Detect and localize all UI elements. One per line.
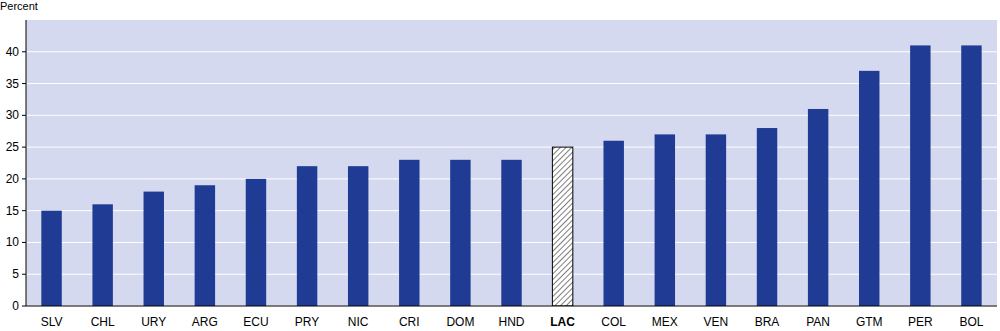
- y-tick: [22, 210, 26, 211]
- bar: [501, 160, 521, 306]
- grid-line: [26, 115, 997, 116]
- y-tick: [22, 178, 26, 179]
- bars: [41, 45, 981, 306]
- y-tick-label: 35: [6, 77, 20, 91]
- grid-line: [26, 147, 997, 148]
- x-tick-label: PRY: [295, 315, 319, 329]
- y-axis: [26, 20, 27, 306]
- bar: [706, 134, 726, 306]
- y-tick-label: 15: [6, 204, 20, 218]
- bar: [450, 160, 470, 306]
- x-tick-label: BRA: [755, 315, 780, 329]
- plot-background: [26, 20, 997, 306]
- grid-line: [26, 306, 997, 307]
- grid-line: [26, 83, 997, 84]
- y-tick-label: 5: [12, 267, 19, 281]
- bar: [399, 160, 419, 306]
- x-tick-label: MEX: [652, 315, 678, 329]
- bar: [552, 147, 572, 306]
- x-tick-label: COL: [601, 315, 626, 329]
- x-tick-label: HND: [499, 315, 525, 329]
- x-tick-label: PER: [908, 315, 933, 329]
- y-tick: [22, 306, 26, 307]
- bar: [603, 141, 623, 306]
- y-tick: [22, 115, 26, 116]
- y-tick-label: 30: [6, 108, 20, 122]
- bar: [859, 71, 879, 306]
- x-tick-label: BOL: [959, 315, 983, 329]
- x-tick-label: ARG: [192, 315, 218, 329]
- bar: [961, 45, 981, 306]
- y-tick-label: 10: [6, 235, 20, 249]
- x-tick-label: LAC: [550, 315, 575, 329]
- x-tick-label: ECU: [243, 315, 268, 329]
- bar: [246, 179, 266, 306]
- x-tick-label: SLV: [41, 315, 63, 329]
- bar: [757, 128, 777, 306]
- chart: 0 5 10 15 20 25 30 35 40 Percent SLV CHL URY ARG ECU PR…: [0, 0, 1000, 331]
- x-tick-label: PAN: [806, 315, 830, 329]
- x-tick-label: NIC: [348, 315, 369, 329]
- y-tick: [22, 274, 26, 275]
- bar: [195, 185, 215, 306]
- x-tick-label: URY: [141, 315, 166, 329]
- bar: [92, 204, 112, 306]
- y-tick: [22, 51, 26, 52]
- bar: [297, 166, 317, 306]
- x-tick-label: GTM: [856, 315, 883, 329]
- bar: [348, 166, 368, 306]
- y-tick-label: 0: [12, 299, 19, 313]
- x-axis: [26, 306, 997, 307]
- x-tick-label: DOM: [446, 315, 474, 329]
- bar: [655, 134, 675, 306]
- y-tick-label: 40: [6, 45, 20, 59]
- x-tick-label: CRI: [399, 315, 420, 329]
- x-tick-label: CHL: [91, 315, 115, 329]
- y-tick: [22, 147, 26, 148]
- y-tick-label: 25: [6, 140, 20, 154]
- y-tick: [22, 242, 26, 243]
- y-axis-label: Percent: [0, 0, 38, 12]
- bar: [144, 192, 164, 306]
- x-tick-label: VEN: [704, 315, 729, 329]
- y-tick-label: 20: [6, 172, 20, 186]
- grid-line: [26, 51, 997, 52]
- y-tick: [22, 83, 26, 84]
- bar: [41, 211, 61, 306]
- bar: [910, 45, 930, 306]
- bar: [808, 109, 828, 306]
